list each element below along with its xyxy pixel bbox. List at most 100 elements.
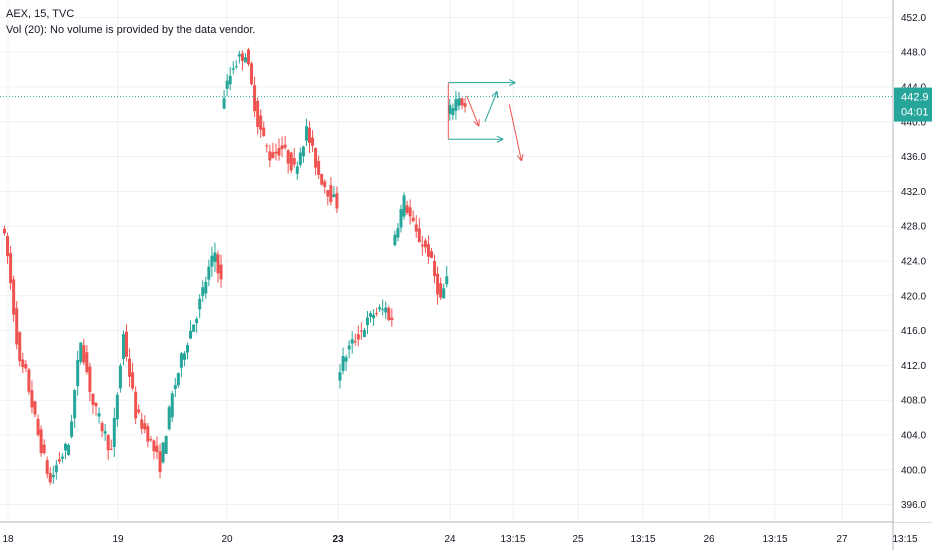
arrow-head [496,135,504,140]
volume-line[interactable]: Vol (20): No volume is provided by the d… [6,24,256,36]
candle-body [121,334,125,359]
candle-body [15,308,19,345]
candle-body [384,307,388,313]
y-tick-label: 396.0 [901,500,926,511]
x-tick-label: 26 [703,534,715,545]
candle-body [103,431,107,434]
candle-body [155,445,159,453]
arrow-head [516,155,522,162]
candle-body [146,426,150,442]
arrow-head [491,90,498,97]
last-price-value: 442.9 [901,92,929,104]
x-tick-label: 23 [332,534,344,545]
candle-body [228,75,232,85]
candle-body [247,49,250,65]
candle-body [423,240,427,248]
candle-body [265,145,269,147]
arrow-head [473,121,480,127]
candle-body [45,460,49,474]
candle-body [94,402,98,407]
candle-body [350,339,354,344]
candle-body [42,444,46,454]
candle-body [399,209,403,228]
candle-body [393,234,397,246]
y-tick-label: 420.0 [901,291,926,302]
candle-body [18,332,22,362]
candle-body [125,331,128,357]
y-tick-label: 416.0 [901,326,926,337]
candle-body [134,391,138,419]
arrow-head [521,154,524,162]
y-axis-bg [894,0,932,522]
candle-body [164,436,168,454]
candle-body [335,193,339,209]
candle-body [420,244,424,247]
candle-body [262,127,266,136]
candle-body [240,53,244,61]
candle-body [405,205,409,213]
arrow-drawing[interactable] [484,91,498,122]
candle-body [182,353,186,360]
candle-body [201,287,205,296]
candle-body [439,283,443,298]
candle-body [298,152,302,165]
arrow-drawing[interactable] [466,95,480,127]
candle-body [375,312,379,314]
last-price-tag: 442.9 04:01 [894,87,932,122]
candle-body [320,174,324,185]
candle-body [292,158,296,165]
candle-body [88,366,92,392]
candle-body [317,161,321,175]
x-tick-label: 13:15 [630,534,655,545]
candle-body [73,390,77,419]
candle-body [106,435,110,451]
y-tick-label: 440.0 [901,117,926,128]
y-tick-label: 452.0 [901,13,926,24]
candle-body [326,190,330,197]
candle-body [192,324,196,332]
candle-body [280,145,284,149]
candle-body [365,317,369,326]
candle-body [308,127,311,143]
candle-body [21,359,25,368]
candle-body [128,358,132,377]
candle-body [369,313,372,317]
candle-body [3,228,6,234]
candle-body [332,194,336,198]
arrow-drawing[interactable] [508,104,522,162]
bar-countdown: 04:01 [901,107,929,119]
candle-body [158,451,162,473]
candle-body [344,357,348,362]
candle-body [219,264,223,280]
candle-body [115,394,119,420]
candle-body [36,418,40,435]
candle-body [186,345,189,353]
candle-body [277,148,281,156]
y-tick-label: 400.0 [901,465,926,476]
candle-body [329,185,333,203]
candle-body [347,345,351,350]
candle-body [430,251,433,258]
candle-body [76,359,80,387]
candle-body [408,207,412,217]
candle-body [454,99,458,111]
candle-body [295,166,299,174]
candle-body [378,307,382,310]
candle-body [118,365,122,389]
candle-body [91,393,95,405]
candle-body [457,98,461,106]
candle-body [225,80,229,89]
candle-body [216,254,220,274]
candle-body [167,407,171,430]
candle-body [140,419,144,429]
candle-body [131,372,135,389]
candle-body [12,279,16,315]
x-axis-ticks[interactable]: 18 19 20 23 24 13:15 25 13:15 26 13:15 27 13:15 [2,534,918,545]
candles-layer [3,47,467,485]
candle-body [381,309,385,311]
symbol-line[interactable]: AEX, 15, TVC [6,8,75,20]
candle-body [100,423,104,432]
candle-body [231,68,235,70]
candle-body [161,442,165,463]
